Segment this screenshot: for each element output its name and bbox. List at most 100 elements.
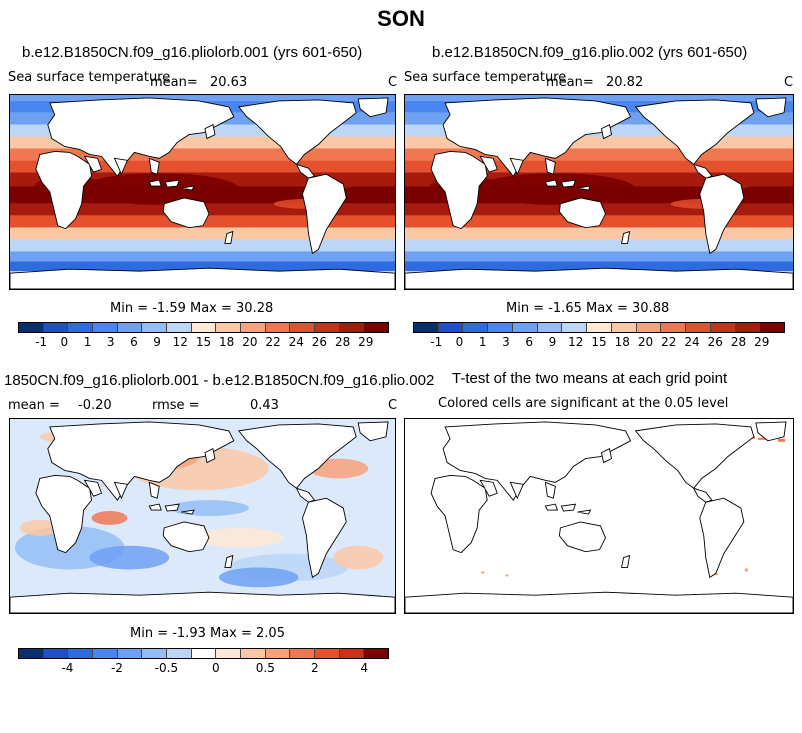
greenland-landmass	[357, 97, 389, 118]
colorbar-tick-label: 28	[730, 335, 747, 349]
sst-band	[405, 251, 793, 262]
diff-anomaly	[169, 500, 249, 516]
colorbar-tick-label: 15	[195, 335, 212, 349]
australia-landmass	[558, 197, 607, 229]
colorbar-tick-label: -0.5	[154, 661, 179, 675]
diff-anomaly	[194, 527, 284, 548]
panel2-mean-value: 20.82	[606, 75, 644, 90]
panel1-title: b.e12.B1850CN.f09_g16.pliolorb.001 (yrs …	[22, 44, 363, 61]
sst-band	[10, 227, 395, 240]
new-zealand-landmass	[224, 554, 234, 568]
colorbar-swatch	[43, 649, 69, 658]
colorbar-swatch	[117, 323, 143, 332]
north-america-landmass	[634, 99, 755, 165]
indonesia-landmass	[544, 179, 592, 191]
colorbar-swatch	[191, 323, 217, 332]
colorbar-tick-label: 20	[637, 335, 654, 349]
colorbar-swatch	[710, 323, 736, 332]
colorbar-swatch	[191, 649, 217, 658]
se-asia-landmass	[148, 481, 160, 499]
colorbar-swatch	[68, 323, 94, 332]
colorbar-tick-label: 22	[661, 335, 677, 349]
colorbar-tick-label: 26	[707, 335, 723, 349]
colorbar-tick-label: 18	[614, 335, 630, 349]
arabia-india-landmass	[83, 479, 129, 500]
colorbar-tick-label: 2	[310, 661, 319, 675]
panel3-mean-value: -0.20	[78, 398, 112, 413]
sst-band	[10, 261, 395, 272]
eurasia-landmass	[442, 421, 632, 501]
colorbar-swatch	[686, 323, 711, 332]
eurasia-landmass	[47, 421, 235, 501]
africa-landmass	[430, 150, 488, 230]
greenland-landmass	[755, 97, 787, 118]
colorbar-tick-label: -1	[35, 335, 48, 349]
figure-title: SON	[377, 6, 425, 31]
new-zealand-landmass	[621, 230, 631, 244]
panel2-map	[404, 94, 794, 290]
eurasia-landmass	[47, 97, 235, 177]
sst-band	[405, 160, 793, 173]
greenland-landmass	[755, 421, 787, 442]
colorbar-swatch	[19, 323, 44, 332]
sst-band	[10, 251, 395, 262]
colorbar-swatch	[661, 323, 687, 332]
sst-band	[10, 136, 395, 149]
se-asia-landmass	[544, 481, 556, 499]
sst-band	[405, 239, 793, 252]
colorbar-swatch	[760, 323, 785, 332]
colorbar-tick-label: 9	[153, 335, 161, 349]
panel3-units: C	[388, 398, 398, 413]
south-america-landmass	[699, 173, 745, 255]
diff-anomaly	[91, 511, 128, 525]
colorbar-swatch	[93, 323, 118, 332]
colorbar-swatch	[241, 649, 266, 658]
panel1-variable: Sea surface temperature	[8, 70, 171, 85]
japan-landmass	[600, 448, 613, 464]
sst-band	[10, 148, 395, 161]
colorbar-tick-label: 26	[311, 335, 328, 349]
panel2-map-svg	[405, 95, 793, 289]
panel4-map	[404, 418, 794, 614]
colorbar-swatch	[19, 649, 44, 658]
indonesia-landmass	[148, 179, 195, 191]
colorbar-tick-label: 0	[455, 335, 464, 349]
warm-pool	[475, 173, 636, 205]
significant-cell	[505, 574, 509, 577]
colorbar-swatch	[315, 649, 340, 658]
japan-landmass	[600, 124, 613, 140]
se-asia-landmass	[148, 157, 160, 175]
arabia-india-landmass	[83, 155, 129, 176]
panel4-map-svg	[405, 421, 793, 613]
colorbar-tick-label: 6	[130, 335, 138, 349]
colorbar-tick-label: 24	[288, 335, 304, 349]
colorbar-swatch	[315, 323, 340, 332]
colorbar-swatch	[142, 649, 168, 658]
sst-band	[10, 239, 395, 252]
sst-band	[10, 160, 395, 173]
arabia-india-landmass	[479, 479, 524, 500]
colorbar-tick-label: 1	[478, 335, 487, 349]
diff-anomaly	[19, 519, 60, 536]
panel3-colorbar	[18, 648, 389, 659]
sst-band	[405, 227, 793, 240]
panel2-variable: Sea surface temperature	[404, 70, 567, 85]
central-america-landmass	[692, 487, 713, 503]
colorbar-swatch	[216, 649, 242, 658]
africa-landmass	[35, 150, 93, 230]
panel2-mean-label: mean=	[546, 75, 594, 90]
antarctica-landmass	[405, 591, 793, 613]
south-america-landmass	[699, 497, 745, 579]
colorbar-tick-label: 12	[568, 335, 584, 349]
panel3-map-svg	[10, 419, 395, 613]
arabia-india-landmass	[479, 155, 524, 176]
colorbar-swatch	[611, 323, 637, 332]
sst-band	[10, 95, 395, 101]
panel3-title: 1850CN.f09_g16.pliolorb.001 - b.e12.B185…	[4, 372, 435, 389]
colorbar-swatch	[488, 323, 513, 332]
colorbar-swatch	[43, 323, 69, 332]
warm-pool	[79, 173, 239, 205]
panel2-colorbar	[413, 322, 785, 333]
africa-landmass	[430, 474, 488, 554]
colorbar-tick-label: 3	[502, 335, 510, 349]
